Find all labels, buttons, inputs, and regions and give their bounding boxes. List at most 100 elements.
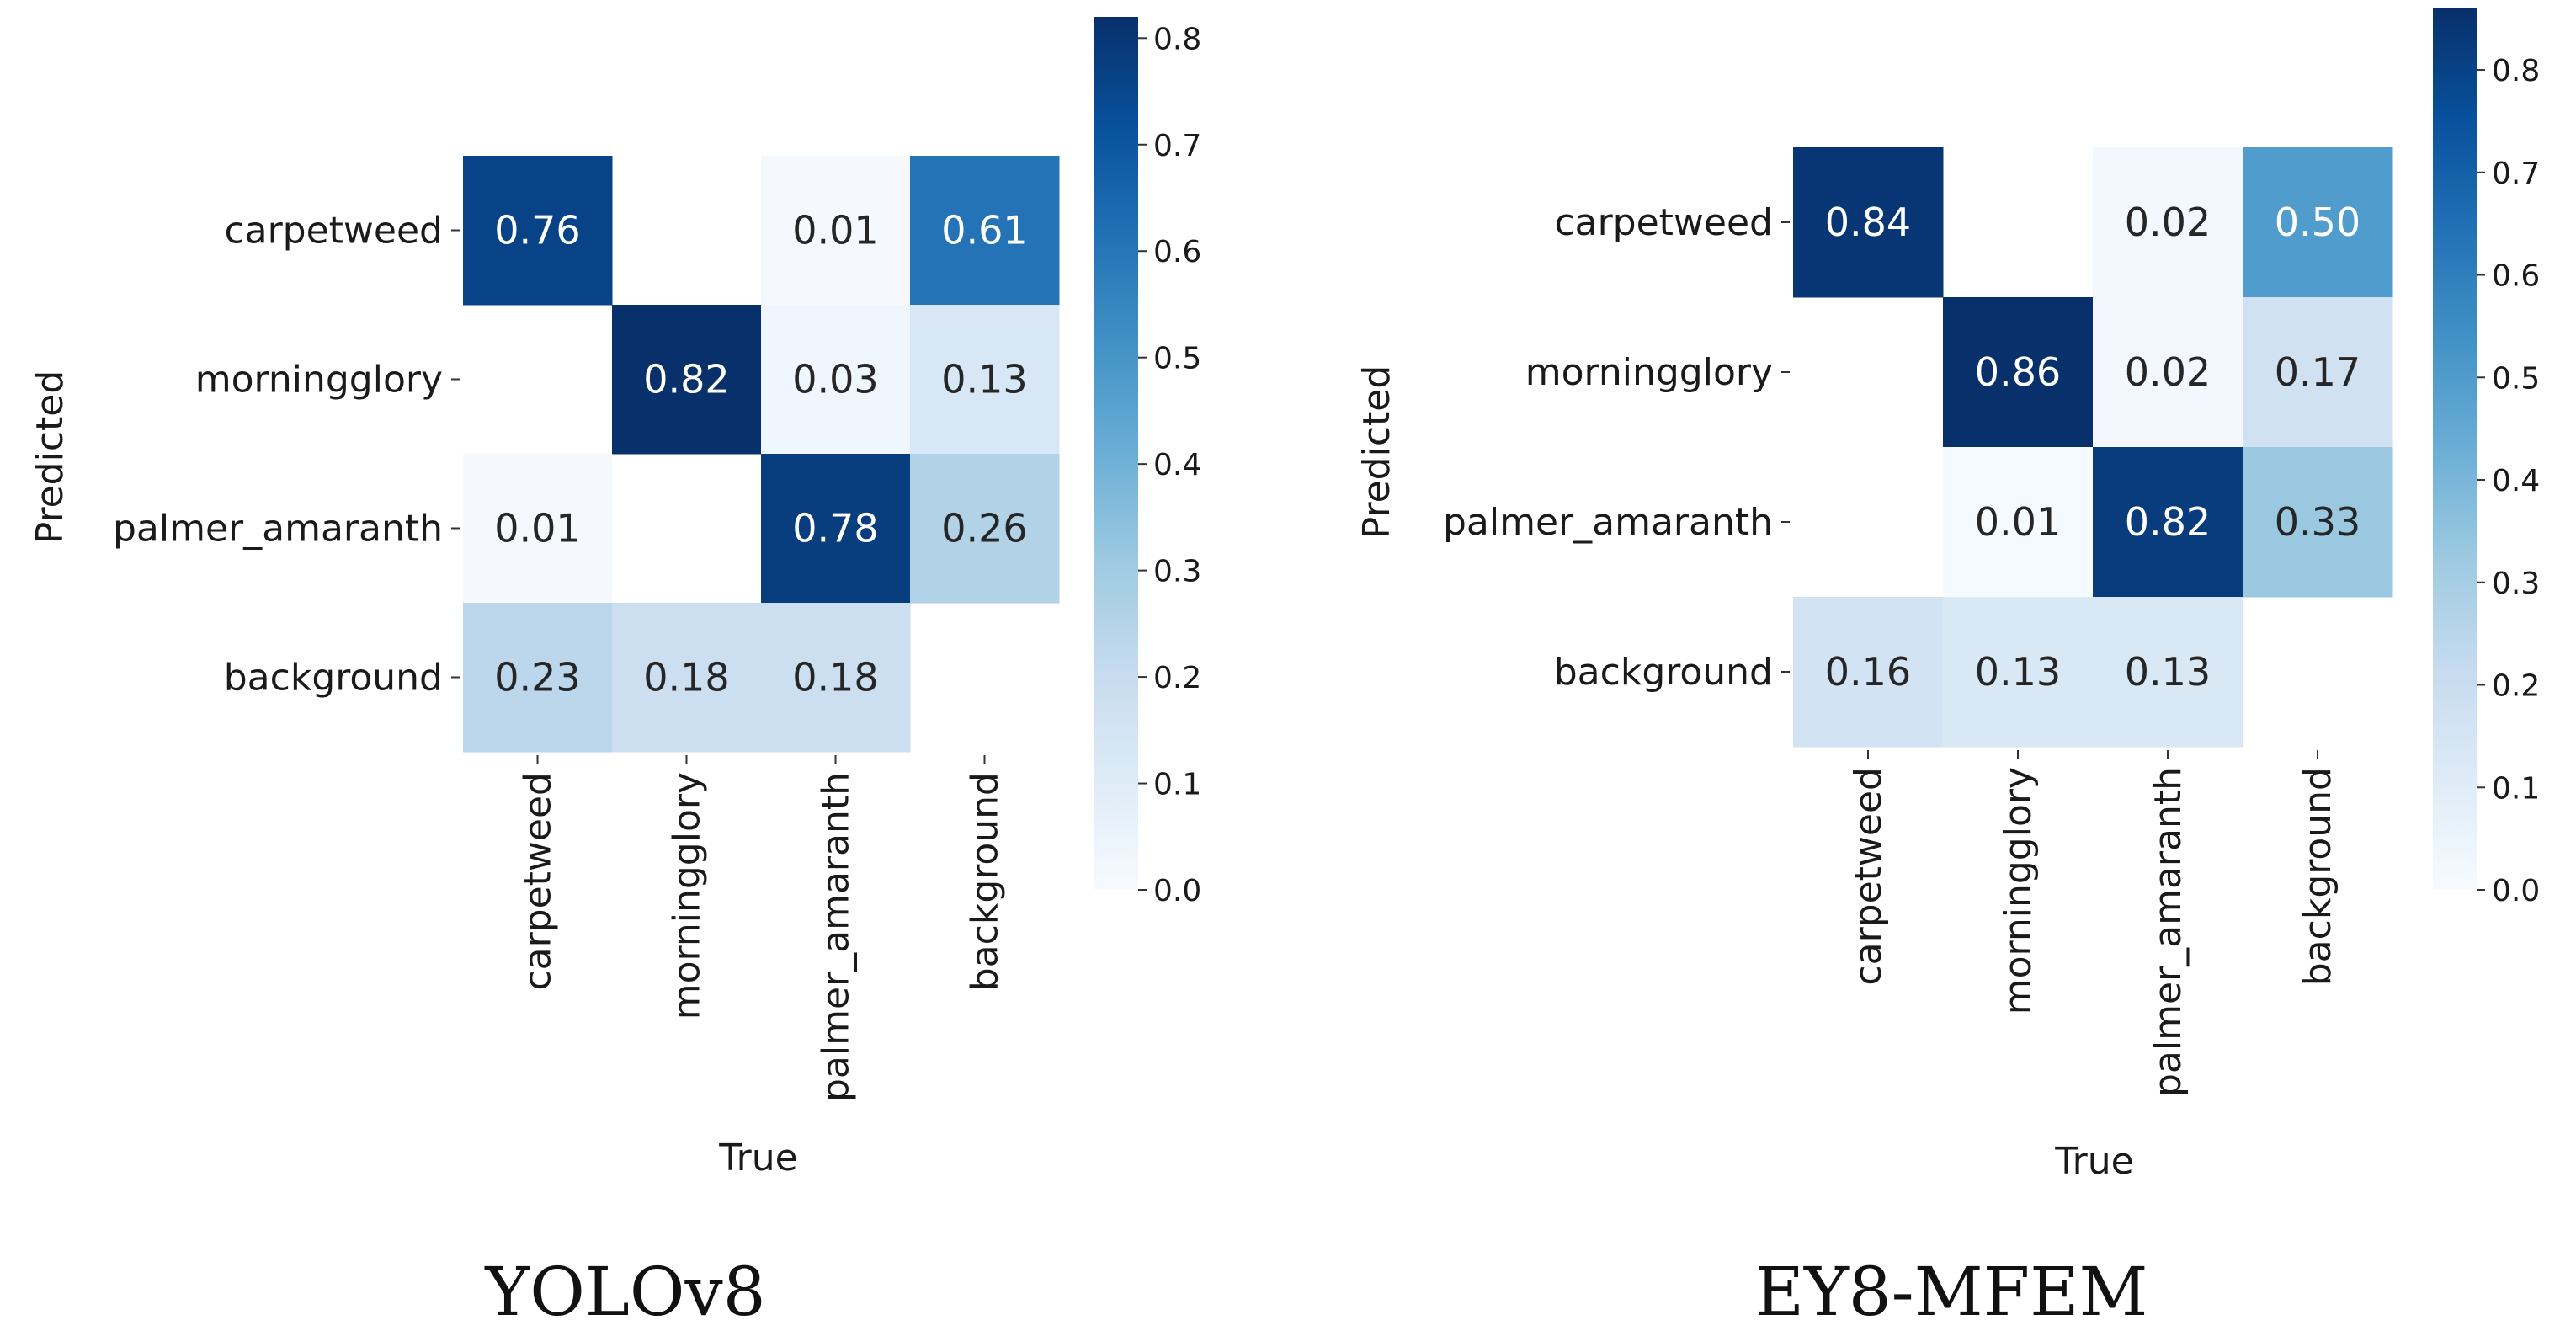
y-tick-label: background [224, 657, 443, 700]
heatmap-cell [463, 454, 613, 604]
colorbar-tick-label: 0.4 [2492, 464, 2540, 498]
heatmap-cell [612, 305, 762, 455]
heatmap-cell [1943, 447, 2094, 598]
cell-value-label: 0.82 [2125, 499, 2211, 545]
heatmap-cell-values: 0.84 0.02 0.50 0.86 0.02 0.17 0.01 0.82 0.33 0.16… [1825, 200, 2360, 695]
x-tick-labels: carpetweed morningglory palmer_amaranth bac… [1847, 750, 2339, 1097]
cell-value-label: 0.16 [1825, 649, 1911, 695]
colorbar-tick-label: 0.0 [1153, 874, 1201, 908]
heatmap-cell [910, 156, 1060, 306]
colorbar-tick-label: 0.5 [1153, 342, 1201, 376]
heatmap-cell [2243, 297, 2393, 448]
colorbar-tick-label: 0.3 [2492, 567, 2540, 601]
colorbar-tick-label: 0.4 [1153, 448, 1201, 482]
cell-value-label: 0.18 [643, 655, 729, 700]
colorbar [2433, 8, 2477, 890]
heatmap-cell [612, 603, 762, 753]
heatmap-cell-values: 0.76 0.01 0.61 0.82 0.03 0.13 0.01 0.78 0.26 0.23… [494, 208, 1027, 700]
cell-value-label: 0.61 [941, 208, 1027, 253]
colorbar-tick-label: 0.6 [1153, 235, 1201, 269]
cell-value-label: 0.01 [494, 506, 580, 551]
x-tick-label: carpetweed [1847, 767, 1890, 986]
x-tick-label: palmer_amaranth [815, 772, 858, 1102]
x-tick-label: carpetweed [517, 772, 560, 991]
colorbar-tick-label: 0.5 [2492, 361, 2540, 396]
x-tick-label: morningglory [1997, 767, 2040, 1014]
heatmap-cell [761, 156, 911, 306]
heatmap-cell [2093, 297, 2243, 448]
cell-value-label: 0.01 [1975, 499, 2061, 545]
cell-value-label: 0.13 [2125, 649, 2211, 695]
heatmap-cell [910, 454, 1060, 604]
y-tick-label: morningglory [1525, 351, 1773, 394]
heatmap-cell [761, 603, 911, 753]
panel-caption: EY8-MFEM [1755, 1253, 2148, 1331]
cell-value-label: 0.13 [1975, 649, 2061, 695]
cell-value-label: 0.50 [2275, 200, 2360, 245]
x-tick-labels: carpetweed morningglory palmer_amaranth bac… [517, 755, 1007, 1102]
heatmap-cell [463, 603, 613, 753]
x-tick-label: background [2297, 767, 2339, 986]
y-axis-label: Predicted [29, 370, 72, 545]
colorbar-tick-label: 0.2 [2492, 669, 2540, 704]
heatmap-panel-yolov8: 0.76 0.01 0.61 0.82 0.03 0.13 0.01 0.78 0.26 0.23… [29, 17, 1201, 1331]
heatmap-cell [2093, 447, 2243, 598]
cell-value-label: 0.03 [792, 357, 878, 402]
colorbar-tick-label: 0.7 [1153, 129, 1201, 163]
cell-value-label: 0.84 [1825, 200, 1911, 245]
panel-caption: YOLOv8 [484, 1253, 765, 1331]
y-axis-label: Predicted [1355, 365, 1398, 540]
heatmap-cell [1943, 597, 2094, 748]
colorbar-tick-label: 0.8 [1153, 22, 1201, 56]
x-tick-label: morningglory [666, 772, 709, 1020]
heatmap-cell [910, 305, 1060, 455]
y-tick-label: carpetweed [1554, 201, 1773, 244]
y-tick-label: palmer_amaranth [113, 508, 443, 551]
colorbar-tick-label: 0.3 [1153, 555, 1201, 589]
colorbar [1094, 17, 1138, 890]
cell-value-label: 0.33 [2275, 499, 2360, 545]
heatmap-cell [463, 156, 613, 306]
colorbar-tick-label: 0.1 [1153, 768, 1201, 802]
cell-value-label: 0.18 [792, 655, 878, 700]
y-tick-labels: carpetweed morningglory palmer_amaranthbac… [113, 210, 460, 700]
cell-value-label: 0.01 [792, 208, 878, 253]
heatmap-cell [2093, 147, 2243, 298]
cell-value-label: 0.26 [941, 506, 1027, 551]
heatmap-cell [1943, 297, 2094, 448]
cell-value-label: 0.82 [643, 357, 729, 402]
colorbar-tick-label: 0.8 [2492, 54, 2540, 88]
x-axis-label: True [718, 1137, 797, 1179]
heatmap-cell [1793, 147, 1944, 298]
heatmap-cell [1793, 597, 1944, 748]
heatmap-cell [761, 305, 911, 455]
heatmap-cell [761, 454, 911, 604]
colorbar-tick-label: 0.6 [2492, 259, 2540, 294]
x-axis-label: True [2054, 1140, 2133, 1183]
heatmap-cell [2243, 147, 2393, 298]
cell-value-label: 0.76 [494, 208, 580, 253]
heatmap-panel-ey8-mfem: 0.84 0.02 0.50 0.86 0.02 0.17 0.01 0.82 0.33 0.16… [1355, 8, 2540, 1331]
cell-value-label: 0.23 [494, 655, 580, 700]
cell-value-label: 0.17 [2275, 349, 2360, 395]
colorbar-ticks: 0.0 0.1 0.2 0.3 0.4 0.5 0.6 0.7 0.8 [1138, 22, 1201, 908]
y-tick-label: carpetweed [224, 210, 443, 253]
heatmap-cells [463, 156, 1060, 753]
y-tick-label: palmer_amaranth [1443, 501, 1773, 544]
heatmap-cell [2093, 597, 2243, 748]
y-tick-labels: carpetweed morningglory palmer_amaranthbac… [1443, 201, 1790, 694]
x-tick-label: palmer_amaranth [2147, 767, 2190, 1097]
cell-value-label: 0.13 [941, 357, 1027, 402]
x-tick-label: background [964, 772, 1007, 991]
colorbar-tick-label: 0.7 [2492, 157, 2540, 191]
heatmap-cell [2243, 447, 2393, 598]
colorbar-tick-label: 0.0 [2492, 874, 2540, 908]
y-tick-label: background [1554, 651, 1773, 694]
colorbar-ticks: 0.0 0.1 0.2 0.3 0.4 0.5 0.6 0.7 0.8 [2477, 54, 2540, 908]
heatmap-cells [1793, 147, 2393, 748]
cell-value-label: 0.86 [1975, 349, 2061, 395]
colorbar-tick-label: 0.2 [1153, 661, 1201, 695]
y-tick-label: morningglory [195, 359, 443, 402]
colorbar-tick-label: 0.1 [2492, 771, 2540, 806]
